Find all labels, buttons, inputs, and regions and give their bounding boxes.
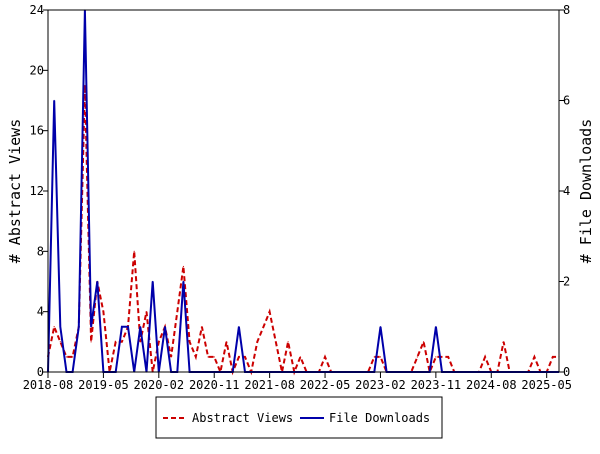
data-point	[262, 326, 265, 328]
data-point	[158, 341, 160, 343]
data-point	[269, 311, 271, 313]
y-tick-label: 20	[30, 63, 44, 77]
data-point	[324, 356, 326, 358]
data-point	[422, 341, 425, 343]
data-point	[225, 341, 228, 343]
y2-tick-label: 4	[563, 184, 570, 198]
legend: Abstract Views File Downloads	[155, 396, 443, 439]
data-point	[121, 326, 123, 328]
data-point	[53, 326, 55, 328]
data-point	[416, 356, 418, 358]
data-point	[90, 326, 92, 328]
data-point	[53, 99, 55, 102]
right-y-axis-title: # File Downloads	[577, 119, 595, 264]
y2-tick-label: 0	[563, 365, 570, 379]
data-point	[176, 311, 178, 313]
data-point	[182, 265, 185, 268]
data-point	[96, 280, 98, 283]
y-tick-label: 24	[30, 3, 44, 17]
data-point	[182, 280, 185, 283]
right-y-axis-ticks: 0 2 4 6 8	[559, 3, 570, 379]
data-point	[78, 326, 80, 328]
data-point	[299, 356, 302, 358]
data-point	[201, 326, 203, 328]
left-y-axis-title: # Abstract Views	[6, 119, 24, 264]
data-point	[84, 84, 86, 87]
data-point	[502, 341, 505, 343]
x-tick-label: 2020-02	[134, 378, 185, 392]
data-point	[441, 356, 443, 358]
data-point	[484, 356, 486, 358]
y-tick-label: 4	[37, 305, 44, 319]
x-tick-label: 2020-11	[189, 378, 240, 392]
data-point	[238, 326, 240, 328]
data-point	[244, 356, 246, 358]
data-point	[72, 356, 74, 358]
legend-label-abstract-views: Abstract Views	[192, 411, 293, 425]
data-point	[164, 326, 166, 328]
data-point	[152, 280, 154, 283]
data-point	[195, 356, 197, 358]
x-axis-ticks: 2018-08 2019-05 2020-02 2020-11 2021-08 2022-…	[23, 372, 572, 392]
data-point	[287, 341, 289, 343]
data-point	[145, 311, 148, 313]
data-point	[59, 326, 61, 328]
data-point	[59, 341, 61, 343]
data-point	[170, 356, 172, 358]
data-point	[379, 326, 382, 328]
x-tick-label: 2021-08	[244, 378, 295, 392]
x-tick-label: 2023-02	[355, 378, 406, 392]
y2-tick-label: 6	[563, 94, 570, 108]
data-point	[139, 341, 141, 343]
data-point	[115, 341, 117, 343]
data-point	[447, 356, 449, 358]
data-point	[65, 356, 68, 358]
data-point	[435, 326, 437, 328]
left-y-axis-ticks: 0 4 8 12 16 20 24	[30, 3, 48, 379]
x-tick-label: 2023-11	[411, 378, 462, 392]
data-point	[121, 341, 123, 343]
x-tick-label: 2018-08	[23, 378, 74, 392]
data-point	[102, 311, 105, 313]
data-point	[139, 326, 141, 328]
plot-area-frame	[47, 9, 560, 373]
data-point	[207, 356, 209, 358]
x-tick-label: 2025-05	[521, 378, 572, 392]
series-layer	[47, 9, 560, 376]
data-point	[552, 356, 554, 358]
x-tick-label: 2024-08	[466, 378, 517, 392]
y-tick-label: 16	[30, 124, 44, 138]
data-point	[133, 250, 135, 252]
x-tick-label: 2019-05	[78, 378, 129, 392]
x-tick-label: 2022-05	[300, 378, 351, 392]
y-tick-label: 8	[37, 244, 44, 258]
data-point	[127, 326, 129, 328]
data-point	[379, 356, 382, 358]
legend-label-file-downloads: File Downloads	[329, 411, 430, 425]
data-point	[189, 341, 191, 343]
data-point	[533, 356, 535, 358]
series-line-file-downloads	[47, 9, 559, 373]
data-point	[275, 341, 277, 343]
y-tick-label: 12	[30, 184, 44, 198]
y-tick-label: 0	[37, 365, 44, 379]
y2-tick-label: 2	[563, 275, 570, 289]
data-point	[90, 341, 92, 343]
data-point	[256, 341, 258, 343]
data-point	[213, 356, 215, 358]
data-point	[373, 356, 375, 358]
y2-tick-label: 8	[563, 3, 570, 17]
data-point	[435, 356, 437, 358]
series-line-abstract-views	[47, 85, 559, 376]
data-point	[238, 356, 240, 358]
legend-box	[155, 396, 443, 439]
